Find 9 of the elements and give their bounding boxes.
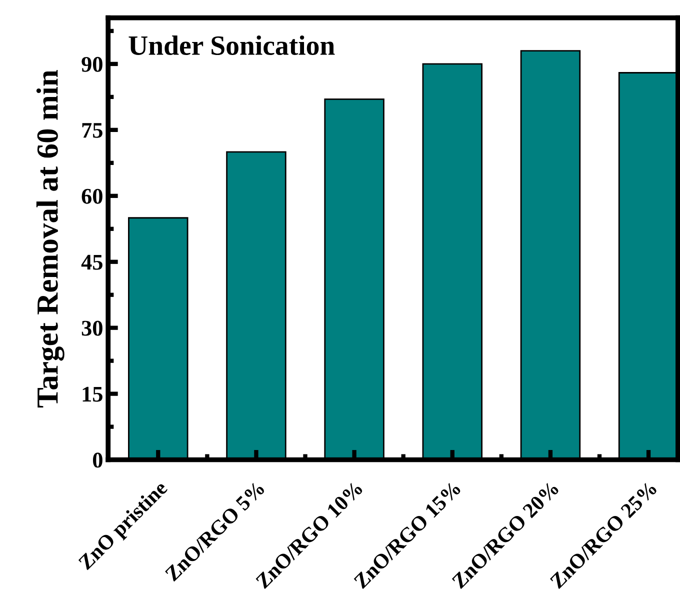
y-tick-label: 45 bbox=[81, 254, 102, 270]
y-tick-label: 75 bbox=[82, 123, 102, 138]
annotation: Under Sonication bbox=[128, 35, 335, 56]
y-tick-label: 90 bbox=[82, 56, 102, 72]
y-tick-label: 30 bbox=[82, 320, 102, 336]
y-tick-label: 60 bbox=[82, 188, 102, 204]
y-tick-label: 15 bbox=[82, 386, 102, 402]
y-axis-title: Target Removal at 60 min bbox=[36, 70, 64, 408]
y-tick-label: 0 bbox=[92, 452, 102, 468]
